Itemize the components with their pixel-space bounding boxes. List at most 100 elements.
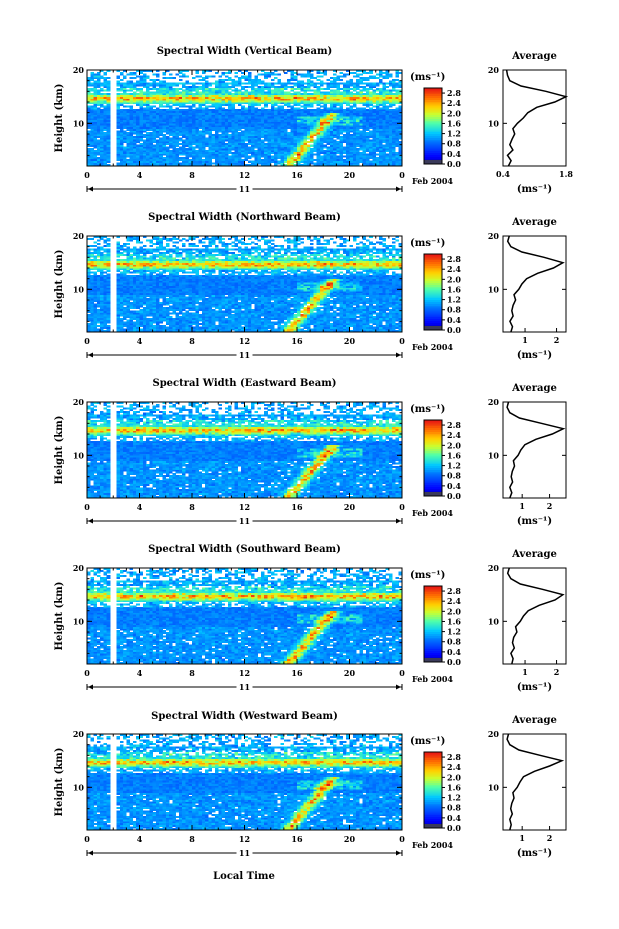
colorbar bbox=[424, 88, 442, 165]
colorbar-tick-label: 2.8 bbox=[447, 88, 461, 98]
date-label: Feb 2004 bbox=[412, 176, 453, 186]
colorbar-tick-label: 2.4 bbox=[447, 98, 461, 108]
colorbar-tick-label: 0.4 bbox=[447, 149, 461, 159]
colorbar-bottom bbox=[424, 160, 442, 164]
colorbar-unit: (ms⁻¹) bbox=[410, 736, 445, 747]
average-title: Average bbox=[511, 715, 557, 726]
average-profile-line bbox=[507, 734, 562, 830]
average-profile-line bbox=[507, 402, 563, 498]
x-tick-label: 0 bbox=[84, 834, 90, 844]
panel-1: Spectral Width (Northward Beam)0 4 8 12 16 20… bbox=[54, 212, 566, 361]
average-title: Average bbox=[511, 549, 557, 560]
y-tick-label: 10 bbox=[73, 118, 85, 128]
y-axis-label: Height (km) bbox=[54, 84, 65, 153]
x-tick-label: 12 bbox=[239, 668, 250, 678]
y-tick-label: 20 bbox=[73, 729, 85, 739]
average-title: Average bbox=[511, 217, 557, 228]
colorbar-unit: (ms⁻¹) bbox=[410, 72, 445, 83]
colorbar-tick-label: 2.4 bbox=[447, 264, 461, 274]
x-tick-label: 16 bbox=[291, 170, 303, 180]
y-tick-label: 20 bbox=[73, 397, 85, 407]
colorbar-tick-label: 0.8 bbox=[447, 305, 461, 315]
colorbar-tick-label: 2.8 bbox=[447, 420, 461, 430]
arrow-left bbox=[88, 685, 93, 690]
x-tick-label: 0 bbox=[84, 502, 90, 512]
average-x-tick-label: 2 bbox=[554, 667, 560, 677]
colorbar-tick-label: 2.4 bbox=[447, 596, 461, 606]
heatmap bbox=[87, 568, 402, 664]
average-y-tick-label: 10 bbox=[488, 284, 500, 294]
y-axis-label: Height (km) bbox=[54, 416, 65, 485]
average-x-label: (ms⁻¹) bbox=[517, 184, 552, 195]
y-axis-label: Height (km) bbox=[54, 582, 65, 651]
y-axis-label: Height (km) bbox=[54, 748, 65, 817]
x-tick-label: 4 bbox=[137, 170, 143, 180]
x-tick-label: 4 bbox=[137, 336, 143, 346]
colorbar-tick-label: 0.4 bbox=[447, 481, 461, 491]
colorbar bbox=[424, 586, 442, 663]
colorbar-unit: (ms⁻¹) bbox=[410, 404, 445, 415]
y-tick-label: 10 bbox=[73, 284, 85, 294]
average-y-tick-label: 20 bbox=[488, 563, 500, 573]
colorbar-tick-label: 2.0 bbox=[447, 440, 461, 450]
x-tick-label: 16 bbox=[291, 668, 303, 678]
colorbar-tick-label: 0.0 bbox=[447, 491, 461, 501]
colorbar-bottom bbox=[424, 326, 442, 330]
arrow-left bbox=[88, 353, 93, 358]
day-label: 11 bbox=[239, 682, 250, 692]
colorbar-tick-label: 2.0 bbox=[447, 772, 461, 782]
colorbar-tick-label: 0.4 bbox=[447, 813, 461, 823]
x-tick-label: 20 bbox=[344, 336, 356, 346]
colorbar-tick-label: 0.0 bbox=[447, 325, 461, 335]
x-tick-label: 8 bbox=[189, 668, 195, 678]
y-tick-label: 20 bbox=[73, 563, 85, 573]
heatmap bbox=[87, 70, 402, 166]
colorbar-tick-label: 2.8 bbox=[447, 254, 461, 264]
average-y-tick-label: 20 bbox=[488, 65, 500, 75]
x-tick-label: 8 bbox=[189, 336, 195, 346]
colorbar-tick-label: 0.4 bbox=[447, 315, 461, 325]
average-profile-line bbox=[508, 568, 563, 664]
colorbar-bottom bbox=[424, 492, 442, 496]
x-tick-label: 20 bbox=[344, 502, 356, 512]
day-label: 11 bbox=[239, 848, 250, 858]
x-tick-label: 16 bbox=[291, 834, 303, 844]
arrow-right bbox=[396, 685, 401, 690]
average-x-label: (ms⁻¹) bbox=[517, 350, 552, 361]
date-label: Feb 2004 bbox=[412, 674, 453, 684]
colorbar-tick-label: 0.0 bbox=[447, 159, 461, 169]
arrow-left bbox=[88, 851, 93, 856]
colorbar-tick-label: 2.4 bbox=[447, 762, 461, 772]
date-label: Feb 2004 bbox=[412, 508, 453, 518]
colorbar-bottom bbox=[424, 658, 442, 662]
panel-title: Spectral Width (Westward Beam) bbox=[151, 711, 338, 722]
arrow-left bbox=[88, 187, 93, 192]
colorbar bbox=[424, 752, 442, 829]
x-tick-label: 12 bbox=[239, 336, 250, 346]
date-label: Feb 2004 bbox=[412, 840, 453, 850]
panel-2: Spectral Width (Eastward Beam)0 4 8 12 16 20 0… bbox=[54, 378, 566, 527]
average-y-tick-label: 20 bbox=[488, 231, 500, 241]
panel-3: Spectral Width (Southward Beam)0 4 8 12 16 20… bbox=[54, 544, 566, 693]
colorbar-tick-label: 2.8 bbox=[447, 586, 461, 596]
colorbar-tick-label: 0.0 bbox=[447, 823, 461, 833]
colorbar-tick-label: 1.6 bbox=[447, 450, 461, 460]
average-y-tick-label: 20 bbox=[488, 397, 500, 407]
average-frame bbox=[503, 734, 566, 830]
x-tick-label: 0 bbox=[84, 170, 90, 180]
y-tick-label: 10 bbox=[73, 450, 85, 460]
panel-title: Spectral Width (Southward Beam) bbox=[148, 544, 341, 555]
average-x-tick-label: 2 bbox=[554, 335, 560, 345]
y-tick-label: 20 bbox=[73, 231, 85, 241]
average-y-tick-label: 10 bbox=[488, 616, 500, 626]
day-label: 11 bbox=[239, 350, 250, 360]
day-label: 11 bbox=[239, 184, 250, 194]
colorbar-unit: (ms⁻¹) bbox=[410, 238, 445, 249]
x-tick-label: 0 bbox=[399, 502, 405, 512]
x-tick-label: 0 bbox=[399, 336, 405, 346]
average-x-tick-label: 2 bbox=[547, 833, 553, 843]
colorbar-tick-label: 0.8 bbox=[447, 637, 461, 647]
average-x-tick-label: 1 bbox=[519, 501, 525, 511]
colorbar-tick-label: 1.2 bbox=[447, 129, 461, 139]
colorbar-tick-label: 2.4 bbox=[447, 430, 461, 440]
